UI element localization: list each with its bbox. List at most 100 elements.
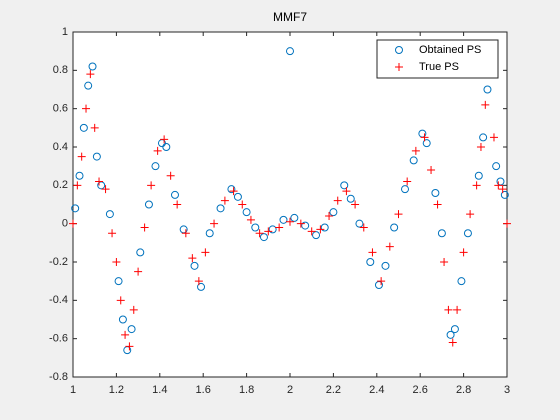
legend-label: True PS — [419, 61, 459, 73]
y-tick-label: -0.2 — [49, 256, 68, 268]
circle-marker — [483, 85, 492, 94]
plus-marker — [440, 258, 449, 266]
plus-marker — [394, 210, 403, 219]
circle-marker — [355, 219, 364, 228]
circle-marker — [474, 171, 483, 180]
circle-marker — [79, 123, 88, 132]
circle-marker — [390, 223, 399, 232]
plus-marker — [296, 219, 305, 228]
plus-marker — [166, 171, 175, 180]
plus-marker — [108, 229, 117, 238]
plus-marker — [385, 242, 394, 251]
plus-marker — [255, 229, 264, 238]
circle-marker — [268, 225, 277, 234]
circle-marker — [329, 208, 338, 217]
circle-marker — [437, 229, 446, 238]
circle-marker — [242, 208, 251, 217]
plus-marker — [307, 227, 316, 236]
circle-marker — [409, 156, 418, 165]
plus-marker — [246, 215, 255, 224]
plus-marker — [147, 181, 156, 190]
circle-marker — [463, 229, 472, 238]
plus-marker — [188, 254, 197, 263]
plus-marker — [140, 223, 149, 232]
circle-marker — [84, 81, 93, 90]
x-tick-label: 3 — [504, 384, 510, 396]
circle-marker — [479, 133, 488, 142]
y-tick-label: 1 — [62, 26, 68, 38]
circle-marker — [92, 152, 101, 161]
circle-marker — [118, 315, 127, 324]
circle-marker — [105, 210, 114, 219]
plot-area — [73, 32, 507, 377]
x-tick-label: 1.2 — [109, 384, 124, 396]
plus-marker — [194, 277, 203, 286]
plus-marker — [444, 305, 453, 314]
y-tick-label: 0.4 — [53, 141, 68, 153]
plus-marker — [403, 177, 412, 186]
plus-marker — [112, 258, 121, 266]
plus-marker — [220, 196, 229, 205]
plus-marker — [368, 248, 377, 257]
plus-marker — [129, 305, 138, 314]
x-tick-label: 2.6 — [413, 384, 428, 396]
circle-marker — [227, 185, 236, 194]
y-tick-label: 0.6 — [53, 103, 68, 115]
plus-marker — [134, 267, 143, 276]
plus-marker — [125, 342, 134, 351]
plus-marker — [498, 185, 507, 194]
plus-marker — [489, 133, 498, 142]
circle-marker — [190, 261, 199, 270]
plus-marker — [325, 212, 334, 220]
circle-marker — [492, 162, 501, 171]
circle-marker — [144, 200, 153, 209]
plus-marker — [466, 210, 475, 219]
plus-marker — [433, 200, 442, 209]
plus-marker — [201, 248, 210, 257]
plus-marker — [459, 248, 468, 257]
plus-marker — [264, 227, 273, 236]
legend-marker — [395, 63, 403, 71]
circle-marker — [457, 277, 466, 286]
plus-marker — [181, 229, 190, 238]
circle-marker — [136, 248, 145, 257]
plus-marker — [427, 166, 436, 174]
plus-marker — [82, 104, 91, 113]
plus-marker — [160, 135, 169, 144]
y-tick-label: 0 — [62, 218, 68, 230]
circle-marker — [71, 204, 80, 213]
circle-marker — [401, 185, 410, 194]
circle-marker — [286, 47, 294, 56]
x-tick-label: 1.8 — [239, 384, 254, 396]
circle-marker — [340, 181, 349, 190]
plus-marker — [333, 196, 342, 205]
plus-marker — [503, 219, 511, 228]
y-tick-label: 0.8 — [53, 64, 68, 76]
plus-marker — [90, 123, 99, 132]
plus-marker — [275, 223, 284, 232]
circle-marker — [251, 223, 260, 232]
plus-marker — [95, 177, 104, 186]
circle-marker — [127, 325, 136, 334]
y-tick-label: -0.8 — [49, 371, 68, 383]
plus-marker — [238, 200, 247, 209]
circle-marker — [216, 204, 225, 213]
plus-marker — [494, 181, 503, 190]
y-tick-label: 0.2 — [53, 179, 68, 191]
circle-marker — [312, 231, 321, 240]
circle-marker — [88, 62, 97, 71]
circle-marker — [500, 190, 509, 199]
circle-marker — [290, 213, 299, 222]
circle-marker — [205, 229, 214, 238]
y-tick-label: -0.4 — [49, 294, 68, 306]
circle-marker — [197, 282, 206, 291]
legend-label: Obtained PS — [419, 44, 481, 56]
chart-title: MMF7 — [273, 10, 307, 24]
circle-marker — [75, 171, 84, 180]
legend-marker — [395, 46, 403, 54]
circle-marker — [279, 215, 288, 224]
circle-marker — [381, 261, 390, 270]
plus-marker — [210, 219, 219, 228]
x-tick-label: 2 — [287, 384, 293, 396]
